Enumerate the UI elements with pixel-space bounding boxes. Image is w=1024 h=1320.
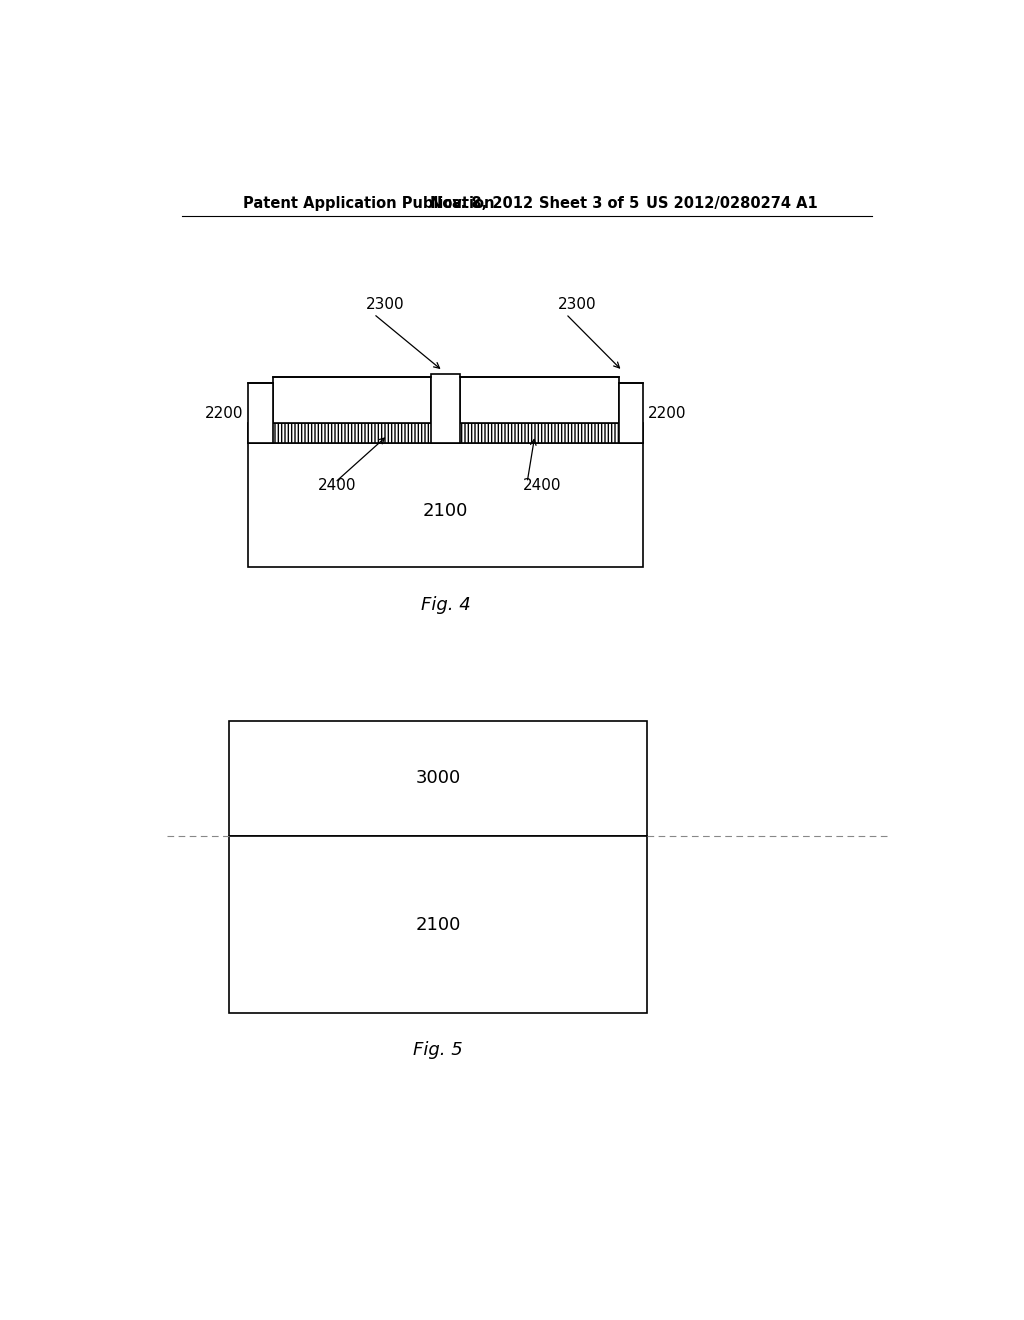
Text: 2200: 2200 bbox=[648, 405, 686, 421]
Text: 2100: 2100 bbox=[416, 916, 461, 933]
Text: 2400: 2400 bbox=[317, 478, 356, 494]
Bar bbox=[228, 721, 647, 836]
Text: 2300: 2300 bbox=[366, 297, 404, 313]
Bar bbox=[618, 383, 643, 444]
Text: 2100: 2100 bbox=[423, 502, 468, 520]
Text: US 2012/0280274 A1: US 2012/0280274 A1 bbox=[646, 195, 817, 211]
Bar bbox=[273, 378, 431, 424]
Bar bbox=[461, 378, 618, 424]
Bar bbox=[248, 444, 643, 566]
Text: Fig. 4: Fig. 4 bbox=[421, 597, 471, 614]
Text: 3000: 3000 bbox=[416, 770, 461, 787]
Text: 2200: 2200 bbox=[205, 405, 244, 421]
Text: Sheet 3 of 5: Sheet 3 of 5 bbox=[539, 195, 639, 211]
Text: 2300: 2300 bbox=[558, 297, 597, 313]
Text: Nov. 8, 2012: Nov. 8, 2012 bbox=[430, 195, 534, 211]
Text: Patent Application Publication: Patent Application Publication bbox=[243, 195, 495, 211]
Bar bbox=[228, 836, 647, 1014]
Text: 2500: 2500 bbox=[331, 391, 373, 409]
Text: Fig. 5: Fig. 5 bbox=[413, 1041, 463, 1059]
Bar bbox=[248, 424, 643, 444]
Bar bbox=[431, 374, 461, 444]
Text: 2500: 2500 bbox=[518, 391, 560, 409]
Bar bbox=[248, 383, 273, 444]
Text: 2400: 2400 bbox=[523, 478, 562, 494]
